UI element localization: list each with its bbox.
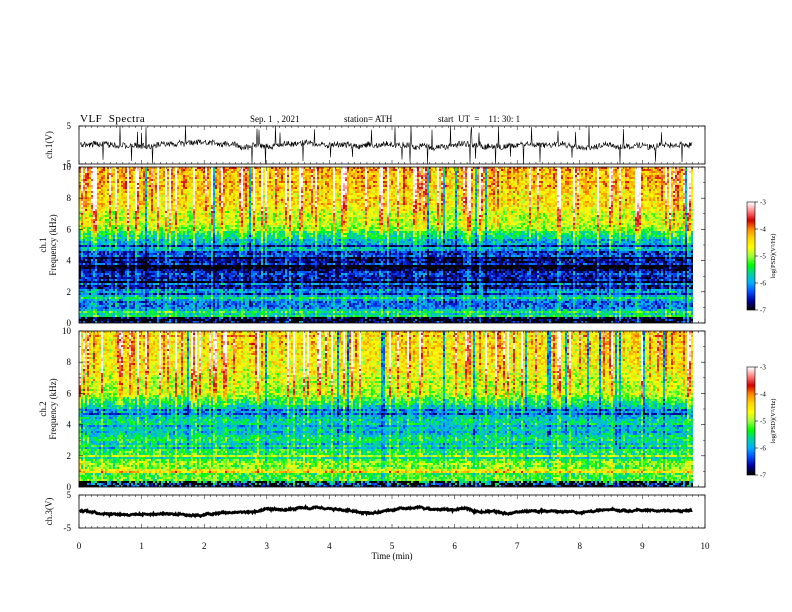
ch1-spectrogram-ytick-label: 10 (62, 162, 72, 172)
ch1-spectrogram-image (79, 167, 705, 323)
date-label: Sep. 1 , 2021 (250, 114, 300, 124)
ch1-colorbar (747, 202, 755, 310)
ch1-spectrogram-ytick-label: 8 (67, 193, 72, 203)
ch3-waveform-ylabel: ch.3(V) (44, 498, 54, 526)
ch1-waveform-ytick-label: 5 (67, 121, 72, 131)
ch1-colorbar-tick: -5 (760, 253, 766, 261)
ch1-spectrogram-ytick-label: 0 (67, 318, 72, 328)
ch1-waveform-ylabel: ch.1(V) (44, 131, 54, 159)
ch3-waveform-ytick-label: -5 (64, 523, 72, 533)
station-label: station= ATH (344, 114, 393, 124)
ch2-spectrogram-ytick-label: 0 (67, 482, 72, 492)
figure-title: VLF Spectra (80, 113, 146, 125)
ch2-spectrogram-ytick-label: 6 (67, 388, 72, 398)
ch2-colorbar-label: log(PSD)(V²/Hz) (770, 399, 777, 444)
ch3-waveform-trace (78, 504, 693, 519)
xtick-label: 8 (578, 541, 583, 551)
ch1-spectrogram-ytick-label: 6 (67, 224, 72, 234)
ch1-spectrogram-ylabel: Frequency (kHz) (48, 214, 58, 275)
ch2-spectrogram-ytick-label: 10 (62, 326, 72, 336)
ch3-waveform-ytick-label: 5 (67, 490, 72, 500)
ch1-spectrogram-ytick-label: 2 (67, 287, 72, 297)
xtick-label: 3 (265, 541, 270, 551)
ch2-spectrogram-ylabel: Frequency (kHz) (48, 378, 58, 439)
ch1-colorbar-label: log(PSD)(V²/Hz) (770, 234, 777, 279)
ch2-spectrogram-image (79, 331, 705, 487)
ch2-colorbar-tick: -3 (760, 364, 766, 372)
xtick-label: 0 (77, 541, 82, 551)
ch1-waveform-trace (79, 125, 693, 165)
ch2-colorbar-tick: -4 (760, 391, 766, 399)
ch2-spectrogram-ytick-label: 4 (67, 420, 72, 430)
ch1-colorbar-tick: -4 (760, 226, 766, 234)
xaxis-label: Time (min) (372, 551, 413, 561)
ch2-spectrogram-ylabel: ch.2 (38, 401, 48, 416)
ch2-colorbar-tick: -5 (760, 418, 766, 426)
ch1-colorbar-tick: -7 (760, 307, 766, 315)
ch2-colorbar-tick: -6 (760, 445, 766, 453)
xtick-label: 5 (390, 541, 395, 551)
xtick-label: 6 (452, 541, 457, 551)
ch1-colorbar-tick: -6 (760, 280, 766, 288)
start-ut-label: start UT = 11: 30: 1 (438, 114, 521, 124)
ch1-spectrogram-ytick-label: 4 (67, 256, 72, 266)
ch1-spectrogram-ylabel: ch.1 (38, 237, 48, 252)
ch2-spectrogram-ytick-label: 2 (67, 451, 72, 461)
ch1-waveform-ytick-label: -5 (64, 159, 72, 169)
ch1-colorbar-tick: -3 (760, 199, 766, 207)
xtick-label: 1 (139, 541, 144, 551)
xtick-label: 9 (640, 541, 645, 551)
xtick-label: 2 (202, 541, 207, 551)
ch2-spectrogram-ytick-label: 8 (67, 357, 72, 367)
ch2-colorbar-tick: -7 (760, 472, 766, 480)
xtick-label: 10 (701, 541, 711, 551)
ch2-colorbar (747, 367, 755, 475)
xtick-label: 4 (327, 541, 332, 551)
xtick-label: 7 (515, 541, 520, 551)
